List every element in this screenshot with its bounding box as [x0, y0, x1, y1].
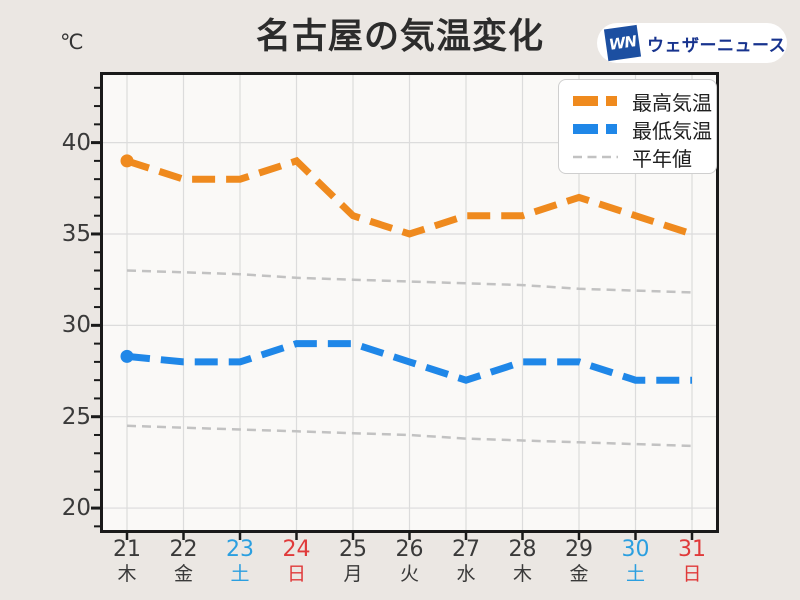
day-weekday: 水	[456, 563, 476, 585]
y-tick-label: 35	[61, 220, 91, 247]
day-number: 23	[226, 537, 254, 562]
day-weekday: 木	[512, 563, 532, 585]
day-number: 31	[678, 537, 706, 562]
x-tick-label-day-23: 23 土	[211, 537, 269, 586]
x-tick-label-day-21: 21 木	[98, 537, 156, 586]
day-weekday: 土	[230, 563, 250, 585]
series-line-normal_min	[126, 424, 693, 448]
page-title: 名古屋の気温変化	[255, 17, 544, 57]
day-number: 24	[282, 537, 311, 562]
x-tick-label-day-30: 30 土	[607, 537, 665, 586]
legend-item-min: 最低気温	[572, 115, 716, 143]
series-line-min	[126, 340, 692, 384]
legend-item-normal: 平年値	[572, 143, 716, 171]
x-tick-label-day-25: 25 月	[324, 537, 382, 586]
y-tick-label: 20	[61, 495, 91, 522]
x-tick-label-day-31: 31 日	[663, 537, 721, 586]
day-number: 26	[395, 537, 424, 562]
day-weekday: 日	[286, 563, 306, 585]
x-tick-label-day-27: 27 水	[437, 537, 495, 586]
day-weekday: 火	[399, 563, 419, 585]
chart-plot-area	[91, 72, 719, 540]
normal-temp-line-sample-icon	[573, 155, 618, 159]
series-line-max	[125, 156, 694, 238]
min-temp-line-sample-icon	[573, 124, 618, 134]
day-weekday: 日	[682, 563, 702, 585]
day-number: 22	[169, 537, 198, 562]
y-tick-label: 40	[61, 129, 91, 156]
x-tick-label-day-28: 28 木	[494, 537, 552, 586]
day-number: 21	[113, 537, 141, 562]
legend-label-max: 最高気温	[632, 90, 712, 115]
x-tick-label-day-24: 24 日	[268, 537, 326, 586]
x-tick-label-day-22: 22 金	[155, 537, 213, 586]
day-weekday: 土	[625, 563, 645, 585]
legend-item-max: 最高気温	[572, 87, 716, 115]
logo-brand-text: ウェザーニュース	[647, 35, 787, 56]
day-weekday: 木	[117, 563, 137, 585]
legend-label-min: 最低気温	[632, 118, 712, 143]
chart-svg	[91, 75, 716, 540]
series-start-dot-max	[120, 154, 134, 168]
day-number: 29	[565, 537, 593, 562]
series-line-normal_max	[126, 269, 693, 294]
legend-label-normal: 平年値	[632, 146, 692, 171]
day-weekday: 金	[173, 563, 193, 585]
chart-legend: 最高気温 最低気温 平年値	[558, 79, 717, 174]
y-tick-label: 25	[61, 403, 91, 430]
day-number: 27	[452, 537, 480, 562]
day-number: 25	[339, 537, 367, 562]
day-weekday: 月	[343, 563, 363, 585]
wn-logo-icon: WN	[603, 24, 642, 62]
day-number: 28	[508, 537, 537, 562]
weathernews-logo: WN ウェザーニュース	[597, 23, 787, 63]
day-number: 30	[621, 537, 650, 562]
x-tick-label-day-29: 29 金	[550, 537, 608, 586]
series-start-dot-min	[120, 349, 134, 363]
y-tick-label: 30	[61, 312, 91, 339]
y-axis-unit-label: ℃	[60, 30, 84, 54]
x-tick-label-day-26: 26 火	[381, 537, 439, 586]
max-temp-line-sample-icon	[573, 96, 618, 106]
day-weekday: 金	[569, 563, 589, 585]
